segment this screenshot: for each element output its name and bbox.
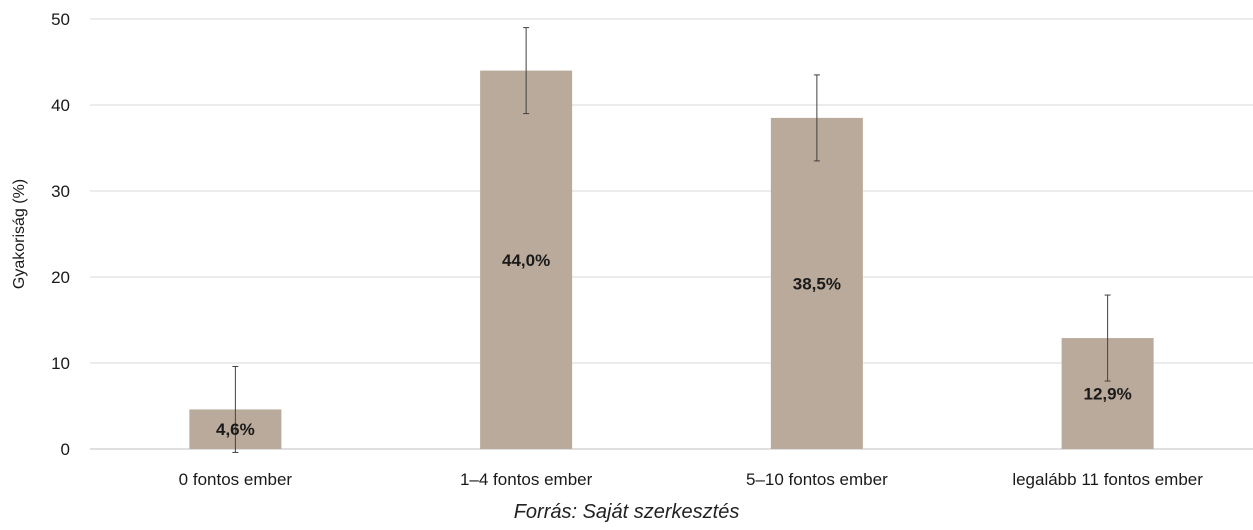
x-category-label: 0 fontos ember (179, 470, 293, 489)
y-axis-label: Gyakoriság (%) (11, 179, 28, 289)
x-axis-categories: 0 fontos ember 1–4 fontos ember 5–10 fonto… (179, 470, 1204, 489)
y-tick-label: 0 (61, 440, 70, 459)
x-category-label: legalább 11 fontos ember (1012, 470, 1203, 489)
data-label: 44,0% (502, 251, 550, 270)
data-label: 38,5% (793, 274, 841, 293)
data-label: 4,6% (216, 420, 255, 439)
y-tick-label: 40 (51, 96, 70, 115)
bar (770, 117, 863, 450)
error-bars (232, 27, 1111, 453)
x-category-label: 1–4 fontos ember (460, 470, 593, 489)
source-caption: Forrás: Saját szerkesztés (513, 501, 740, 523)
data-labels: 4,6% 44,0% 38,5% 12,9% (216, 251, 1132, 439)
y-tick-label: 50 (51, 10, 70, 29)
x-category-label: 5–10 fontos ember (746, 470, 888, 489)
y-tick-label: 30 (51, 182, 70, 201)
bar (480, 70, 573, 449)
data-label: 12,9% (1084, 385, 1132, 404)
y-tick-label: 20 (51, 268, 70, 287)
y-tick-label: 10 (51, 354, 70, 373)
gridlines (90, 18, 1253, 450)
bars (189, 70, 1154, 450)
y-axis-ticks: 0 10 20 30 40 50 (51, 10, 70, 459)
bar-chart: 0 10 20 30 40 50 4,6% 44,0% 38,5% 12,9% 0 fontos… (11, 10, 1253, 489)
